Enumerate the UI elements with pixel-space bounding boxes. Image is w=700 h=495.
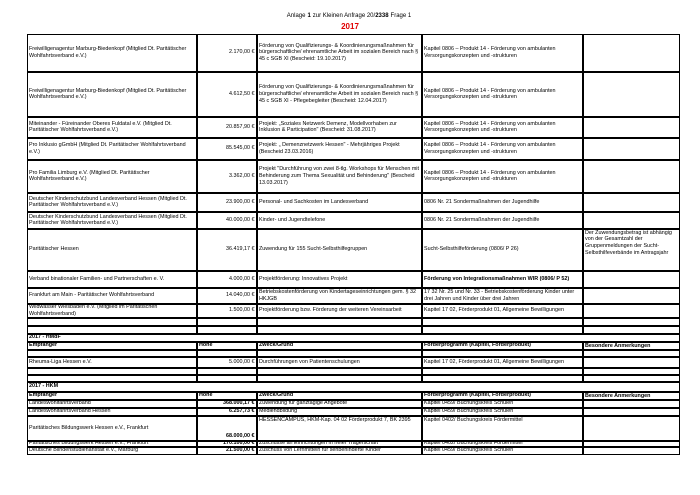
table-cell: Kapitel 0402/ Buchungskreis Fördermittel — [421, 415, 583, 441]
table-cell — [582, 415, 680, 441]
table-row: Deutscher Kinderschutzbund Landesverband… — [26, 192, 680, 212]
table-cell — [582, 270, 680, 288]
document-title: Anlage 1 zur Kleinen Anfrage 20/2338 Frage … — [0, 13, 700, 19]
table-cell: Kapitel 0459/ Buchungskreis Schulen — [421, 446, 583, 455]
table-cell: 36.419,17 € — [196, 228, 257, 271]
table-cell: Förderung von Qualifizierungs- & Koordin… — [256, 71, 422, 117]
table-cell: Frankfurt am Main - Paritätischer Wohlfa… — [26, 287, 197, 304]
title-part: 2338 — [375, 13, 389, 19]
table-cell: Paritätischer Hessen — [26, 228, 197, 271]
table-row: Paritätisches Bildungswerk Hessen e.V., … — [26, 415, 680, 441]
table-cell: 1.500,00 € — [196, 303, 257, 318]
table-cell: Wildwasser Wiesbaden e.V. (Mitglied im P… — [26, 303, 197, 318]
table-row: Frankfurt am Main - Paritätischer Wohlfa… — [26, 287, 680, 304]
table-cell: Kinder- und Jugendtelefone — [256, 211, 422, 229]
table-cell: 4.000,00 € — [196, 270, 257, 288]
table-cell: Freiwilligenagentur Marburg-Biedenkopf (… — [26, 71, 197, 117]
table-cell: Kapitel 17 02, Förderprodukt 01, Allgeme… — [421, 356, 583, 368]
table-cell: 0806 Nr. 21 Sondermaßnahmen der Jugendhi… — [421, 192, 583, 212]
table-cell: 23.900,00 € — [196, 192, 257, 212]
table-row: Pro Inklusio gGmbH (Mitglied Dt. Parität… — [26, 137, 680, 160]
table-cell: Projekt: „Soziales Netzwerk Demenz, Mode… — [256, 116, 422, 138]
table-cell: 3.362,00 € — [196, 159, 257, 193]
table-cell — [582, 116, 680, 138]
section-label: 2017 - HKM — [26, 381, 680, 392]
table-cell: 68.000,00 € — [196, 415, 257, 441]
table-cell: Der Zuwendungsbetrag ist abhängig von de… — [582, 228, 680, 271]
section-label-row: 2017 - HKM — [26, 381, 680, 392]
table-cell: 14.040,00 € — [196, 287, 257, 304]
table-cell: 85.545,00 € — [196, 137, 257, 160]
table-cell: 20.857,90 € — [196, 116, 257, 138]
table-cell: Förderung von Integrationsmaßnahmen WIR … — [421, 270, 583, 288]
table-cell — [582, 211, 680, 229]
table-row: Freiwilligenagentur Marburg-Biedenkopf (… — [26, 71, 680, 117]
table-cell: Projektförderung: Innovatives Projekt — [256, 270, 422, 288]
table-cell — [582, 192, 680, 212]
table-cell: Deutscher Kinderschutzbund Landesverband… — [26, 211, 197, 229]
table-row: Paritätischer Hessen 36.419,17 € Zuwendung… — [26, 228, 680, 271]
table-row: Verband binationaler Familien- und Partn… — [26, 270, 680, 288]
table-cell: 21.500,00 € — [196, 446, 257, 455]
table-row: Deutsche Blindenstudienanstalt e.V., Mar… — [26, 446, 680, 455]
title-part: zur Kleinen Anfrage 20/ — [312, 13, 376, 19]
table-cell — [582, 356, 680, 368]
table-cell: Kapitel 0806 – Produkt 14 - Förderung vo… — [421, 33, 583, 72]
table-cell: Pro Familia Limburg e.V. (Mitglied Dt. P… — [26, 159, 197, 193]
table-cell — [582, 159, 680, 193]
table-cell: Betriebskostenförderung von Kindertagese… — [256, 287, 422, 304]
table-cell: Verband binationaler Familien- und Partn… — [26, 270, 197, 288]
table-row: Miteinander - Füreinander Oberes Fuldata… — [26, 116, 680, 138]
table-row: Pro Familia Limburg e.V. (Mitglied Dt. P… — [26, 159, 680, 193]
title-part: 1 — [307, 13, 311, 19]
table-cell: Miteinander - Füreinander Oberes Fuldata… — [26, 116, 197, 138]
table-cell: 2.170,00 € — [196, 33, 257, 72]
table-cell: Sucht-Selbsthilfeförderung (0806/ P 26) — [421, 228, 583, 271]
table-cell: Paritätisches Bildungswerk Hessen e.V., … — [26, 415, 197, 441]
table-row: Deutscher Kinderschutzbund Landesverband… — [26, 211, 680, 229]
table-cell: Personal- und Sachkosten im Landesverban… — [256, 192, 422, 212]
table-row: Freiwilligenagentur Marburg-Biedenkopf (… — [26, 33, 680, 72]
table-cell: 0806 Nr. 21 Sondermaßnahmen der Jugendhi… — [421, 211, 583, 229]
table-cell: 40.000,00 € — [196, 211, 257, 229]
table-cell: Durchführungen von Patientenschulungen — [256, 356, 422, 368]
table-cell: Projektförderung bzw. Förderung der weit… — [256, 303, 422, 318]
table-cell — [582, 71, 680, 117]
table-cell: 5.000,00 € — [196, 356, 257, 368]
table-cell: Projekt: „ Demenznetzwerk Hessen" - Mehr… — [256, 137, 422, 160]
table-cell: Pro Inklusio gGmbH (Mitglied Dt. Parität… — [26, 137, 197, 160]
table-cell: Zuschuss von Lernmitteln für sehbehinder… — [256, 446, 422, 455]
table-cell — [582, 33, 680, 72]
table-cell: Kapitel 0806 – Produkt 14 - Förderung vo… — [421, 137, 583, 160]
table-row: Rheuma-Liga Hessen e.V. 5.000,00 € Durchfü… — [26, 356, 680, 368]
table-cell: 17 32 Nr. 25 und Nr. 33 - Betriebskosten… — [421, 287, 583, 304]
table-cell — [582, 287, 680, 304]
title-part: Anlage — [286, 13, 306, 19]
table-cell: Deutscher Kinderschutzbund Landesverband… — [26, 192, 197, 212]
table-cell: Kapitel 0806 – Produkt 14 - Förderung vo… — [421, 71, 583, 117]
table-cell: Rheuma-Liga Hessen e.V. — [26, 356, 197, 368]
table-cell: 4.612,50 € — [196, 71, 257, 117]
table-cell: HESSENCAMPUS, HKM-Kap. 04 02 Förderprodu… — [256, 415, 422, 441]
table-cell: Kapitel 0806 – Produkt 14 - Förderung vo… — [421, 159, 583, 193]
table-cell — [582, 303, 680, 318]
table-cell: Kapitel 17 02, Förderprodukt 01, Allgeme… — [421, 303, 583, 318]
table-cell: Kapitel 0806 – Produkt 14 - Förderung vo… — [421, 116, 583, 138]
table-cell: Deutsche Blindenstudienanstalt e.V., Mar… — [26, 446, 197, 455]
table-cell: Freiwilligenagentur Marburg-Biedenkopf (… — [26, 33, 197, 72]
title-part: Frage 1 — [390, 13, 412, 19]
table-cell — [582, 137, 680, 160]
table-cell — [582, 446, 680, 455]
table-cell: Projekt "Durchführung von zwei 8-tlg. Wo… — [256, 159, 422, 193]
table-cell: Förderung von Qualifizierungs- & Koordin… — [256, 33, 422, 72]
year: 2017 — [341, 22, 359, 31]
table-cell: Zuwendung für 155 Sucht-Selbsthilfegrupp… — [256, 228, 422, 271]
table-row: Wildwasser Wiesbaden e.V. (Mitglied im P… — [26, 303, 680, 318]
